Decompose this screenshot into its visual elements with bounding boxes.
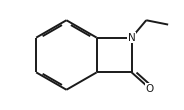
Text: O: O [146, 84, 154, 94]
Text: N: N [128, 33, 135, 43]
